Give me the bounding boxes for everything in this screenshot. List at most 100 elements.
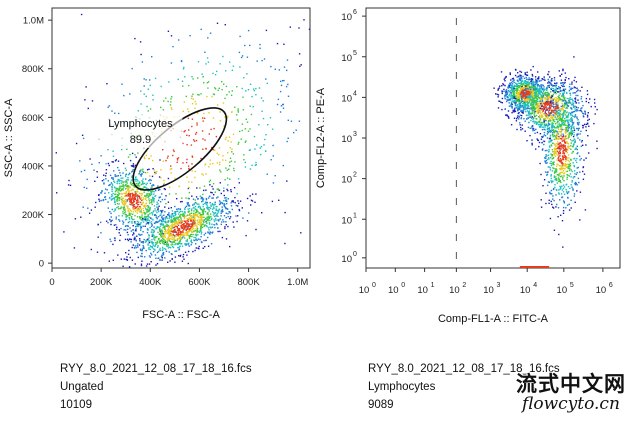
event-dot (172, 210, 173, 211)
event-dot (201, 218, 202, 219)
event-dot (99, 200, 100, 201)
event-dot (178, 79, 179, 80)
event-dot (564, 165, 565, 166)
event-dot (197, 214, 198, 215)
event-dot (92, 100, 93, 101)
event-dot (217, 231, 218, 232)
event-dot (227, 184, 228, 185)
event-dot (569, 188, 570, 189)
event-dot (563, 107, 564, 108)
event-dot (234, 161, 235, 162)
event-dot (552, 155, 553, 156)
event-dot (68, 180, 69, 181)
event-dot (203, 113, 204, 114)
event-dot (174, 239, 175, 240)
event-dot (167, 233, 168, 234)
event-dot (114, 202, 115, 203)
event-dot (526, 77, 527, 78)
event-dot (523, 90, 524, 91)
event-dot (586, 130, 587, 131)
event-dot (193, 215, 194, 216)
event-dot (157, 247, 158, 248)
event-dot (131, 180, 132, 181)
event-dot (518, 113, 519, 114)
event-dot (165, 97, 166, 98)
event-dot (526, 79, 527, 80)
event-dot (153, 210, 154, 211)
event-dot (563, 120, 564, 121)
event-dot (139, 240, 140, 241)
event-dot (160, 226, 161, 227)
event-dot (134, 247, 135, 248)
event-dot (188, 251, 189, 252)
event-dot (559, 179, 560, 180)
event-dot (569, 90, 570, 91)
event-dot (586, 98, 587, 99)
event-dot (206, 223, 207, 224)
event-dot (544, 127, 545, 128)
event-dot (556, 151, 557, 152)
event-dot (542, 104, 543, 105)
event-dot (552, 170, 553, 171)
event-dot (174, 262, 175, 263)
event-dot (497, 94, 498, 95)
event-dot (202, 194, 203, 195)
event-dot (574, 193, 575, 194)
event-dot (561, 127, 562, 128)
event-dot (156, 243, 157, 244)
event-dot (87, 208, 88, 209)
event-dot (131, 222, 132, 223)
event-dot (548, 110, 549, 111)
event-dot (529, 90, 530, 91)
event-dot (193, 230, 194, 231)
event-dot (531, 83, 532, 84)
event-dot (112, 193, 113, 194)
event-dot (122, 177, 123, 178)
event-dot (152, 224, 153, 225)
event-dot (95, 202, 96, 203)
event-dot (153, 230, 154, 231)
event-dot (560, 99, 561, 100)
event-dot (249, 128, 250, 129)
event-dot (140, 250, 141, 251)
event-dot (117, 198, 118, 199)
event-dot (123, 193, 124, 194)
event-dot (142, 256, 143, 257)
event-dot (139, 185, 140, 186)
event-dot (225, 24, 226, 25)
x-tick-label: 800K (237, 277, 260, 288)
event-dot (202, 130, 203, 131)
event-dot (141, 250, 142, 251)
event-dot (576, 135, 577, 136)
event-dot (578, 102, 579, 103)
event-dot (554, 98, 555, 99)
event-dot (150, 202, 151, 203)
event-dot (520, 76, 521, 77)
event-dot (273, 155, 274, 156)
event-dot (144, 256, 145, 257)
event-dot (517, 99, 518, 100)
event-dot (142, 183, 143, 184)
event-dot (182, 256, 183, 257)
event-dot (546, 150, 547, 151)
event-dot (511, 101, 512, 102)
event-dot (148, 195, 149, 196)
event-dot (210, 129, 211, 130)
event-dot (538, 93, 539, 94)
x-axis-label: FSC-A :: FSC-A (142, 309, 220, 321)
event-dot (227, 116, 228, 117)
event-dot (511, 106, 512, 107)
event-dot (147, 229, 148, 230)
y-tick-label: 600K (22, 113, 45, 124)
event-dot (115, 194, 116, 195)
event-dot (532, 121, 533, 122)
event-dot (164, 240, 165, 241)
event-dot (193, 225, 194, 226)
event-dot (133, 211, 134, 212)
event-dot (539, 80, 540, 81)
event-dot (171, 96, 172, 97)
event-dot (513, 79, 514, 80)
event-dot (169, 251, 170, 252)
event-dot (585, 144, 586, 145)
event-dot (191, 215, 192, 216)
